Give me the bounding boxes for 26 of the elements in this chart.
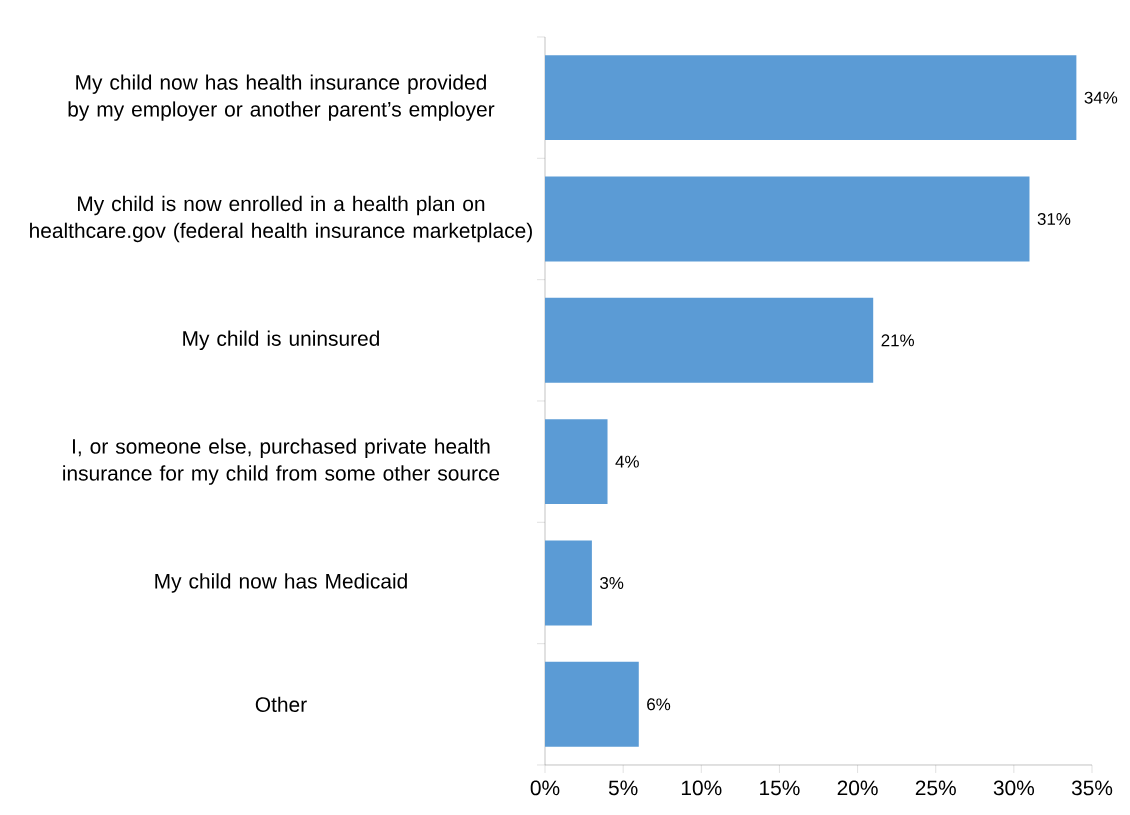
y-tick-label: My child is now enrolled in a health plan on healthcare.gov (federal health insurance marketplace)	[30, 195, 532, 243]
data-label: 6%	[647, 698, 671, 711]
y-tick-label: My child is uninsured	[183, 330, 379, 351]
bar	[545, 55, 1077, 141]
bar	[545, 661, 639, 747]
data-label: 31%	[1037, 212, 1071, 225]
data-label: 4%	[615, 455, 639, 468]
data-label: 21%	[881, 334, 915, 347]
x-tick-label: 30%	[993, 780, 1035, 796]
data-label: 34%	[1084, 91, 1118, 104]
x-tick-label: 0%	[530, 780, 560, 796]
y-tick-label: Other	[255, 696, 307, 712]
x-tick-label: 15%	[760, 780, 800, 796]
bar	[545, 176, 1030, 262]
x-tick-label: 20%	[837, 780, 878, 796]
x-tick-label: 5%	[608, 780, 638, 796]
bar	[545, 297, 874, 383]
y-tick-label: My child now has Medicaid	[155, 573, 407, 593]
x-tick-label: 25%	[915, 780, 956, 796]
y-tick-label: My child now has health insurance provided by my employer or another parent’s employer	[68, 74, 495, 121]
x-tick-label: 35%	[1071, 780, 1113, 796]
bar	[545, 419, 608, 505]
x-tick-label: 10%	[681, 780, 722, 796]
bar	[545, 540, 592, 626]
data-label: 3%	[600, 576, 624, 589]
y-tick-label: I, or someone else, purchased private health insurance for my child from some other source	[63, 438, 500, 485]
